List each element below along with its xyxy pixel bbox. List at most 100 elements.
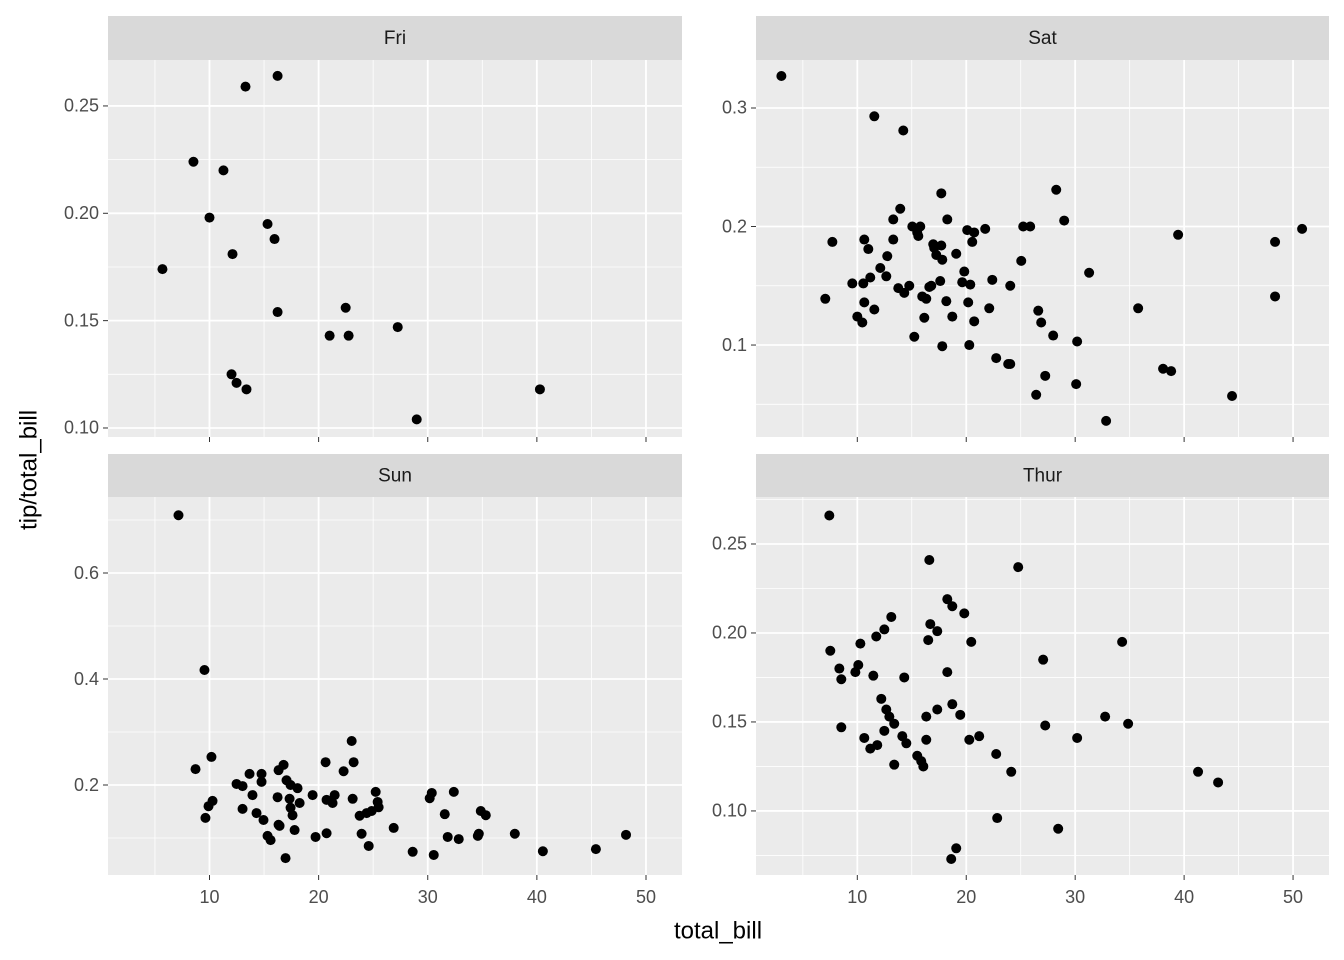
- point: [310, 831, 321, 842]
- point: [889, 759, 900, 770]
- y-tick-label: 0.1: [722, 335, 747, 355]
- panel: [108, 60, 682, 437]
- point: [1040, 370, 1051, 381]
- point: [346, 736, 357, 747]
- point: [918, 761, 929, 772]
- point: [1072, 336, 1083, 347]
- strip-label: Sun: [378, 466, 412, 487]
- strip: [756, 16, 1329, 60]
- y-tick-label: 0.2: [722, 216, 747, 236]
- point: [327, 798, 338, 809]
- point: [946, 853, 957, 864]
- y-tick-label: 0.4: [74, 669, 99, 689]
- point: [926, 280, 937, 291]
- point: [1166, 366, 1177, 377]
- point: [590, 844, 601, 855]
- point: [392, 322, 403, 333]
- point: [963, 297, 974, 308]
- point: [882, 251, 893, 262]
- point: [1013, 562, 1024, 573]
- point: [947, 601, 958, 612]
- point: [388, 822, 399, 833]
- point: [901, 738, 912, 749]
- strip: [108, 454, 682, 497]
- point: [206, 751, 217, 762]
- point: [935, 276, 946, 287]
- point: [1036, 317, 1047, 328]
- point: [859, 234, 870, 245]
- point: [915, 221, 926, 232]
- point: [859, 732, 870, 743]
- point: [941, 296, 952, 307]
- point: [324, 330, 335, 341]
- y-tick-label: 0.3: [722, 98, 747, 118]
- x-tick-label: 50: [636, 887, 656, 907]
- point: [858, 278, 869, 289]
- x-tick-label: 10: [847, 887, 867, 907]
- point: [969, 316, 980, 327]
- point: [1033, 305, 1044, 316]
- y-axis-title: tip/total_bill: [15, 410, 42, 530]
- point: [925, 619, 936, 630]
- point: [921, 734, 932, 745]
- point: [321, 828, 332, 839]
- strip: [756, 454, 1329, 497]
- point: [869, 111, 880, 122]
- point: [1123, 718, 1134, 729]
- point: [480, 810, 491, 821]
- point: [923, 635, 934, 646]
- point: [1071, 379, 1082, 390]
- point: [287, 810, 298, 821]
- point: [991, 748, 1002, 759]
- point: [226, 369, 237, 380]
- point: [1053, 823, 1064, 834]
- point: [969, 227, 980, 238]
- point: [875, 262, 886, 273]
- point: [1051, 184, 1062, 195]
- point: [898, 125, 909, 136]
- point: [448, 786, 459, 797]
- point: [921, 293, 932, 304]
- y-tick-label: 0.6: [74, 563, 99, 583]
- point: [356, 828, 367, 839]
- y-tick-label: 0.15: [64, 310, 99, 330]
- point: [1016, 255, 1027, 266]
- point: [1270, 291, 1281, 302]
- point: [932, 626, 943, 637]
- point: [868, 670, 879, 681]
- point: [190, 764, 201, 775]
- point: [992, 813, 1003, 824]
- point: [936, 240, 947, 251]
- point: [884, 711, 895, 722]
- panel: [756, 60, 1329, 437]
- point: [966, 636, 977, 647]
- y-tick-label: 0.10: [64, 418, 99, 438]
- point: [1072, 732, 1083, 743]
- point: [1297, 223, 1308, 234]
- point: [855, 638, 866, 649]
- point: [1173, 229, 1184, 240]
- point: [974, 731, 985, 742]
- point: [347, 793, 358, 804]
- y-tick-label: 0.2: [74, 775, 99, 795]
- point: [776, 70, 787, 81]
- point: [987, 274, 998, 285]
- x-tick-label: 40: [527, 887, 547, 907]
- point: [895, 203, 906, 214]
- point: [1006, 766, 1017, 777]
- point: [537, 846, 548, 857]
- point: [836, 674, 847, 685]
- point: [1005, 358, 1016, 369]
- point: [834, 663, 845, 674]
- point: [876, 693, 887, 704]
- point: [307, 790, 318, 801]
- point: [853, 660, 864, 670]
- point: [442, 831, 453, 842]
- point: [1018, 221, 1029, 232]
- point: [921, 711, 932, 722]
- point: [240, 81, 251, 92]
- point: [278, 759, 289, 770]
- x-tick-label: 40: [1174, 887, 1194, 907]
- point: [227, 249, 238, 260]
- point: [1101, 415, 1112, 426]
